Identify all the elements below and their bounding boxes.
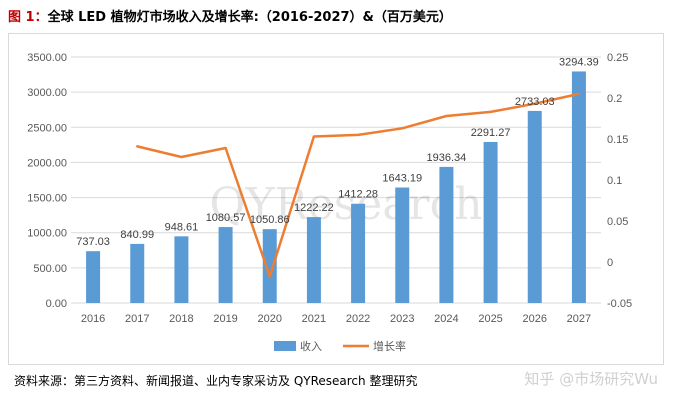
x-axis-tick-label: 2022 bbox=[346, 313, 370, 325]
legend-label-revenue: 收入 bbox=[300, 339, 322, 353]
legend-swatch-revenue bbox=[274, 341, 296, 351]
revenue-bar bbox=[483, 141, 498, 303]
left-axis-tick-label: 0.00 bbox=[46, 298, 67, 310]
revenue-data-label: 1222.22 bbox=[294, 202, 334, 214]
growth-rate-point bbox=[356, 133, 360, 137]
chart-frame: 0.00 500.00 1000.00 1500.00 2000.00 2500.00 30… bbox=[8, 33, 664, 365]
growth-rate-point bbox=[312, 135, 316, 138]
x-axis-tick-label: 2018 bbox=[169, 313, 193, 325]
growth-rate-point bbox=[533, 102, 536, 105]
revenue-data-label: 1936.34 bbox=[427, 152, 467, 164]
revenue-bar bbox=[218, 227, 233, 303]
right-axis-tick-label: -0.05 bbox=[607, 298, 632, 310]
revenue-bar bbox=[262, 229, 277, 303]
figure-title: 图 1：全球 LED 植物灯市场收入及增长率:（2016-2027）&（百万美元… bbox=[8, 6, 452, 25]
x-axis-tick-label: 2020 bbox=[258, 313, 282, 325]
right-axis-tick-label: 0.15 bbox=[607, 134, 628, 146]
revenue-bar bbox=[86, 251, 101, 303]
left-axis-tick-label: 1500.00 bbox=[27, 193, 67, 205]
right-axis-tick-label: 0.05 bbox=[607, 216, 628, 228]
center-watermark: QYResearch bbox=[209, 179, 482, 230]
right-axis-tick-label: 0.2 bbox=[607, 93, 622, 105]
left-axis-tick-label: 3000.00 bbox=[27, 87, 67, 99]
revenue-data-label: 3294.39 bbox=[559, 56, 599, 68]
growth-rate-point bbox=[577, 92, 581, 96]
x-axis-tick-label: 2026 bbox=[523, 313, 547, 325]
revenue-data-label: 2291.27 bbox=[471, 127, 511, 139]
revenue-bar bbox=[439, 166, 454, 303]
x-axis-tick-label: 2025 bbox=[478, 313, 502, 325]
growth-rate-point bbox=[180, 155, 183, 159]
legend-label-growth: 增长率 bbox=[373, 339, 406, 353]
right-axis-tick-label: 0.1 bbox=[607, 175, 622, 187]
x-axis-tick-label: 2023 bbox=[390, 313, 414, 325]
x-axis-tick-label: 2017 bbox=[125, 313, 149, 325]
figure-title-text: 全球 LED 植物灯市场收入及增长率:（2016-2027）&（百万美元） bbox=[47, 10, 452, 25]
growth-rate-point bbox=[401, 127, 404, 130]
right-axis-tick-label: 0.25 bbox=[607, 52, 628, 64]
revenue-data-label: 948.61 bbox=[165, 221, 199, 233]
revenue-data-label: 1643.19 bbox=[382, 173, 422, 185]
growth-rate-point bbox=[136, 145, 139, 148]
growth-rate-point bbox=[489, 110, 492, 114]
revenue-data-label: 1050.86 bbox=[250, 214, 290, 226]
growth-rate-point bbox=[268, 275, 271, 278]
x-axis-tick-label: 2021 bbox=[302, 313, 326, 325]
revenue-data-label: 2733.03 bbox=[515, 96, 555, 108]
revenue-bar bbox=[306, 217, 321, 303]
revenue-data-label: 737.03 bbox=[76, 236, 110, 248]
revenue-bar bbox=[527, 110, 542, 303]
x-axis-tick-label: 2024 bbox=[434, 313, 458, 325]
x-axis-tick-label: 2019 bbox=[213, 313, 237, 325]
left-axis-tick-label: 500.00 bbox=[33, 263, 67, 275]
revenue-bar bbox=[351, 203, 366, 303]
figure-number: 图 1： bbox=[8, 10, 48, 25]
revenue-bar bbox=[130, 243, 145, 303]
left-axis-tick-label: 2500.00 bbox=[27, 122, 67, 134]
revenue-bar bbox=[571, 71, 586, 303]
x-axis-tick-label: 2016 bbox=[81, 313, 105, 325]
revenue-bar bbox=[174, 236, 189, 303]
left-axis-tick-label: 1000.00 bbox=[27, 228, 67, 240]
x-axis-tick-label: 2027 bbox=[567, 313, 591, 325]
revenue-bar bbox=[395, 187, 410, 303]
revenue-data-label: 1412.28 bbox=[338, 189, 378, 201]
corner-watermark: 知乎 @市场研究Wu bbox=[524, 370, 658, 388]
source-note: 资料来源：第三方资料、新闻报道、业内专家采访及 QYResearch 整理研究 bbox=[14, 374, 418, 388]
left-axis-tick-label: 3500.00 bbox=[27, 52, 67, 64]
revenue-growth-chart: 0.00 500.00 1000.00 1500.00 2000.00 2500.00 30… bbox=[27, 52, 632, 353]
revenue-data-label: 840.99 bbox=[120, 229, 154, 241]
right-axis-tick-label: 0 bbox=[607, 257, 613, 269]
left-axis-tick-label: 2000.00 bbox=[27, 157, 67, 169]
revenue-data-label: 1080.57 bbox=[206, 212, 246, 224]
growth-rate-point bbox=[224, 146, 227, 150]
growth-rate-point bbox=[445, 114, 448, 118]
